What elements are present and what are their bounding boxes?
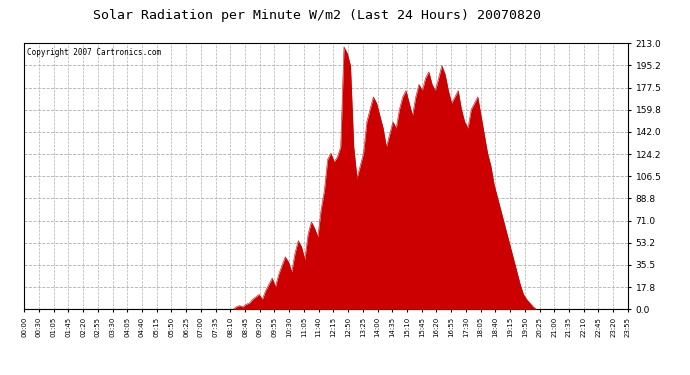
- Text: Copyright 2007 Cartronics.com: Copyright 2007 Cartronics.com: [27, 48, 161, 57]
- Text: Solar Radiation per Minute W/m2 (Last 24 Hours) 20070820: Solar Radiation per Minute W/m2 (Last 24…: [93, 9, 542, 22]
